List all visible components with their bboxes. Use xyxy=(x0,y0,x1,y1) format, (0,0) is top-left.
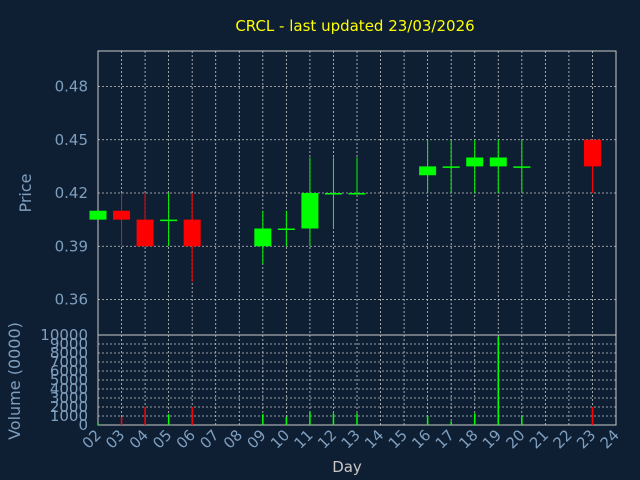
volume-bar xyxy=(120,416,123,425)
candle-body xyxy=(136,219,154,247)
chart-title: CRCL - last updated 23/03/2026 xyxy=(235,17,474,35)
day-tick-label: 14 xyxy=(361,426,387,452)
day-tick-label: 08 xyxy=(220,426,246,452)
price-axis-ticks: 0.48 0.45 0.42 0.39 0.36 xyxy=(55,78,88,309)
volume-bar xyxy=(591,407,594,425)
candle-body xyxy=(324,193,342,195)
volume-bars xyxy=(97,336,594,425)
price-tick-label: 0.48 xyxy=(55,78,88,96)
volume-tick-label: 5000 xyxy=(50,371,88,389)
day-tick-label: 24 xyxy=(597,426,623,452)
day-tick-label: 18 xyxy=(455,426,481,452)
day-tick-label: 07 xyxy=(196,426,222,452)
volume-axis-label: Volume (0000) xyxy=(5,322,24,440)
day-axis-label: Day xyxy=(332,458,362,476)
candle-body xyxy=(348,193,366,195)
day-tick-label: 13 xyxy=(338,426,364,452)
day-tick-label: 20 xyxy=(502,426,528,452)
price-tick-label: 0.45 xyxy=(55,131,88,149)
day-tick-label: 19 xyxy=(479,426,505,452)
price-tick-label: 0.39 xyxy=(55,237,88,255)
day-tick-label: 09 xyxy=(243,426,269,452)
day-tick-label: 16 xyxy=(408,426,434,452)
day-tick-label: 15 xyxy=(385,426,411,452)
day-axis-ticks: 0203040506070809101112131415161718192021… xyxy=(79,426,623,452)
candle-body xyxy=(489,157,507,167)
price-tick-label: 0.36 xyxy=(55,291,88,309)
day-tick-label: 22 xyxy=(550,426,576,452)
volume-bar xyxy=(497,336,500,425)
volume-bar xyxy=(285,416,288,425)
volume-tick-label: 7000 xyxy=(50,353,88,371)
day-tick-label: 11 xyxy=(291,426,317,452)
volume-bar xyxy=(426,416,429,425)
day-tick-label: 06 xyxy=(173,426,199,452)
volume-bar xyxy=(309,411,311,425)
price-tick-label: 0.42 xyxy=(55,184,88,202)
candle-body xyxy=(419,166,437,176)
day-tick-label: 12 xyxy=(314,426,340,452)
day-tick-label: 23 xyxy=(573,426,599,452)
candlestick-series xyxy=(89,139,601,282)
volume-tick-label: 9000 xyxy=(50,335,88,353)
volume-tick-label: 4000 xyxy=(50,380,88,398)
volume-tick-label: 8000 xyxy=(50,344,88,362)
day-tick-label: 03 xyxy=(102,426,128,452)
volume-bar xyxy=(473,413,476,425)
candle-body xyxy=(89,210,107,220)
candle-body xyxy=(442,166,460,168)
volume-grid xyxy=(97,334,617,426)
day-tick-label: 17 xyxy=(432,426,458,452)
day-tick-label: 04 xyxy=(126,426,152,452)
candle-body xyxy=(183,219,201,247)
candle-body xyxy=(513,166,531,168)
candle-body xyxy=(301,193,319,229)
volume-bar xyxy=(262,414,264,425)
volume-bar xyxy=(332,413,335,425)
candle-body xyxy=(277,228,295,230)
volume-tick-label: 3000 xyxy=(50,389,88,407)
volume-bar xyxy=(97,423,99,425)
volume-bar xyxy=(191,407,193,425)
volume-tick-label: 10000 xyxy=(40,326,88,344)
candle-body xyxy=(254,228,272,247)
volume-bar xyxy=(167,414,170,425)
candle-body xyxy=(113,210,131,220)
day-tick-label: 10 xyxy=(267,426,293,452)
candle-body xyxy=(466,157,484,167)
volume-tick-label: 2000 xyxy=(50,398,88,416)
volume-tick-label: 6000 xyxy=(50,362,88,380)
candle-body xyxy=(583,139,601,167)
volume-bar xyxy=(144,407,146,425)
day-tick-label: 21 xyxy=(526,426,552,452)
volume-bar xyxy=(356,413,358,425)
volume-tick-label: 0 xyxy=(78,416,88,434)
price-axis-label: Price xyxy=(16,173,35,212)
volume-axis-ticks: 1000090008000700060005000400030002000100… xyxy=(40,326,88,434)
volume-tick-label: 1000 xyxy=(50,407,88,425)
day-tick-label: 05 xyxy=(149,426,175,452)
volume-bar xyxy=(450,421,452,425)
candle-body xyxy=(160,219,178,222)
volume-bar xyxy=(521,416,523,425)
